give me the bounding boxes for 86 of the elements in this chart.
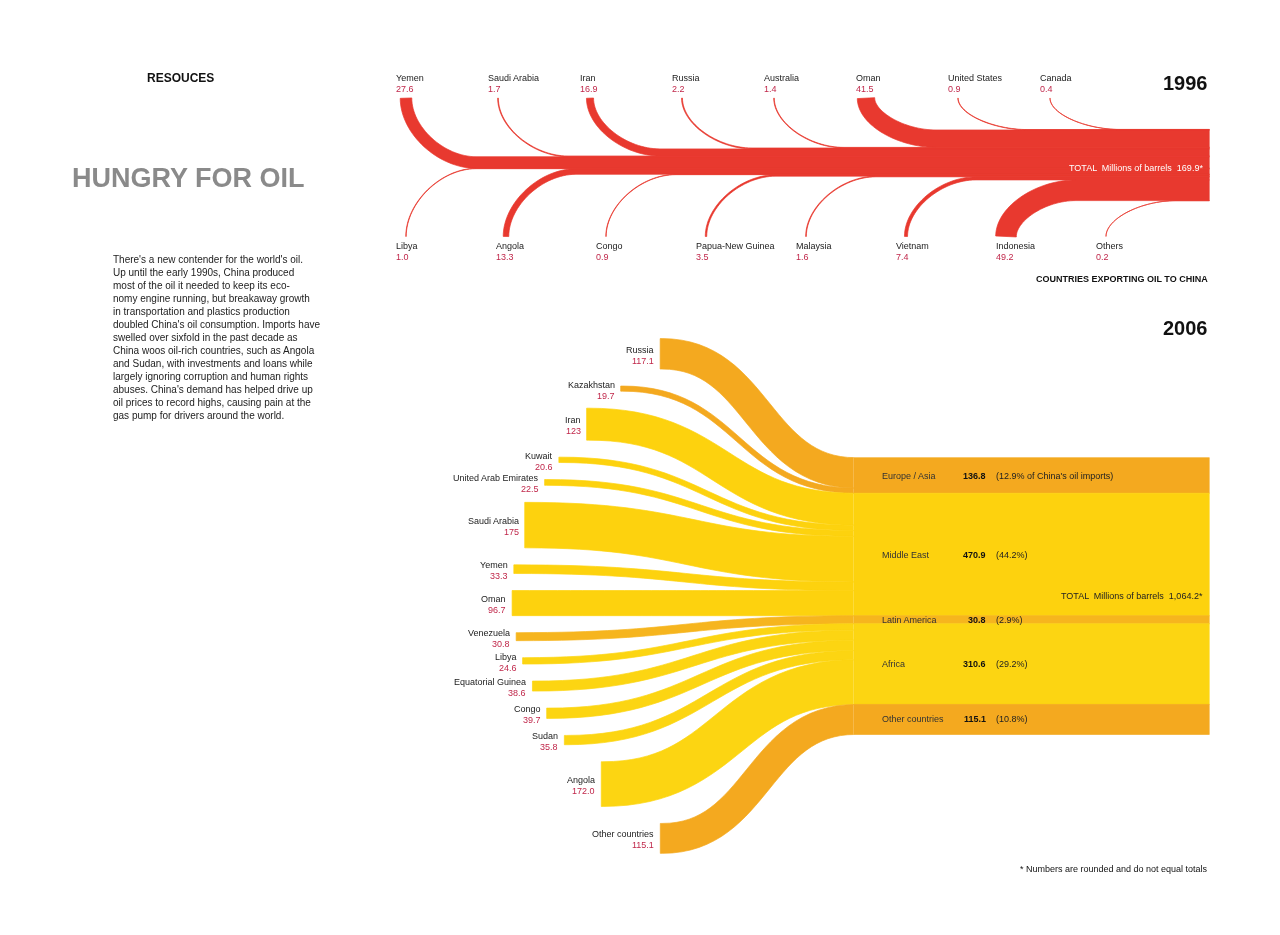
data-label: 35.8: [540, 742, 558, 752]
data-label: 96.7: [488, 605, 506, 615]
text: 1996: [1163, 72, 1208, 94]
category-label: United Arab Emirates: [453, 473, 539, 483]
category-label: Equatorial Guinea: [454, 677, 527, 687]
data-label: 3.5: [696, 252, 709, 262]
category-label: Congo: [596, 241, 623, 251]
data-label: 19.7: [597, 391, 615, 401]
category-label: Angola: [496, 241, 525, 251]
category-label: Other countries: [592, 829, 655, 839]
category-label: Oman: [481, 594, 506, 604]
data-label: 115.1: [632, 840, 654, 850]
category-label: Angola: [567, 775, 596, 785]
category-label: Yemen: [396, 73, 424, 83]
data-label: 30.8: [492, 639, 510, 649]
category-label: Europe / Asia: [882, 471, 936, 481]
data-label: 39.7: [523, 715, 541, 725]
data-label: 0.9: [596, 252, 609, 262]
text: There's a new contender for the world's oil. Up until the early 1990s, China produced most of the oil it needed to keep its eco- nomy engine running, but breakaway growth in transportation and plastics production doubled China's oil consumption. Imports have swelled over sixfold in the past decade as China woos oil-rich countries, such as Angola and Sudan, with investments and loans while largely ignoring corruption and human rights abuses. China's demand has helped drive up oil prices to record highs, causing pain at the gas pump for drivers around the world.: [113, 254, 321, 421]
text: (44.2%): [996, 550, 1028, 560]
category-label: Middle East: [882, 550, 930, 560]
category-label: Venezuela: [468, 628, 511, 638]
data-label: 33.3: [490, 571, 508, 581]
data-label: 0.9: [948, 84, 961, 94]
category-label: Libya: [396, 241, 418, 251]
category-label: Saudi Arabia: [488, 73, 540, 83]
category-label: Iran: [565, 415, 581, 425]
category-label: Vietnam: [896, 241, 929, 251]
text: (2.9%): [996, 615, 1023, 625]
category-label: Russia: [672, 73, 700, 83]
category-label: Sudan: [532, 731, 559, 741]
category-label: Latin America: [882, 615, 937, 625]
category-label: Kazakhstan: [568, 380, 616, 390]
data-label: 13.3: [496, 252, 514, 262]
text: (29.2%): [996, 659, 1028, 669]
category-label: Russia: [626, 345, 654, 355]
text: * Numbers are rounded and do not equal totals: [1020, 864, 1208, 874]
category-label: Kuwait: [525, 451, 553, 461]
data-label: 136.8: [963, 471, 986, 481]
category-label: Yemen: [480, 560, 508, 570]
data-label: 0.2: [1096, 252, 1109, 262]
data-label: 1.6: [796, 252, 809, 262]
text: HUNGRY FOR OIL: [72, 163, 305, 193]
data-label: 20.6: [535, 462, 553, 472]
text: 2006: [1163, 317, 1208, 339]
data-label: 38.6: [508, 688, 526, 698]
data-label: 16.9: [580, 84, 598, 94]
data-label: 22.5: [521, 484, 539, 494]
data-label: 123: [566, 426, 582, 436]
data-label: 172.0: [572, 786, 595, 796]
data-label: 1.0: [396, 252, 409, 262]
data-label: 470.9: [963, 550, 986, 560]
data-label: 1.7: [488, 84, 501, 94]
category-label: Africa: [882, 659, 906, 669]
data-label: 27.6: [396, 84, 414, 94]
text: TOTAL Millions of barrels 1,064.2*: [1061, 591, 1203, 601]
data-label: 117.1: [632, 356, 654, 366]
data-label: 24.6: [499, 663, 517, 673]
data-label: 175: [504, 527, 520, 537]
text: RESOUCES: [147, 71, 215, 85]
data-label: 2.2: [672, 84, 685, 94]
text: TOTAL Millions of barrels 169.9*: [1069, 163, 1204, 173]
data-label: 7.4: [896, 252, 909, 262]
data-label: 41.5: [856, 84, 874, 94]
category-label: Canada: [1040, 73, 1072, 83]
text: (10.8%): [996, 714, 1028, 724]
category-label: Oman: [856, 73, 881, 83]
category-label: Australia: [764, 73, 800, 83]
category-label: Saudi Arabia: [468, 516, 520, 526]
data-label: 30.8: [968, 615, 986, 625]
data-label: 1.4: [764, 84, 777, 94]
category-label: Other countries: [882, 714, 945, 724]
category-label: Indonesia: [996, 241, 1036, 251]
category-label: Others: [1096, 241, 1124, 251]
text: (12.9% of China's oil imports): [996, 471, 1114, 481]
category-label: Libya: [495, 652, 517, 662]
data-label: 0.4: [1040, 84, 1053, 94]
data-label: 115.1: [964, 714, 987, 724]
category-label: Malaysia: [796, 241, 832, 251]
data-label: 49.2: [996, 252, 1014, 262]
category-label: Iran: [580, 73, 596, 83]
category-label: United States: [948, 73, 1003, 83]
category-label: Papua-New Guinea: [696, 241, 775, 251]
data-label: 310.6: [963, 659, 986, 669]
category-label: Congo: [514, 704, 541, 714]
text: COUNTRIES EXPORTING OIL TO CHINA: [1036, 274, 1209, 284]
